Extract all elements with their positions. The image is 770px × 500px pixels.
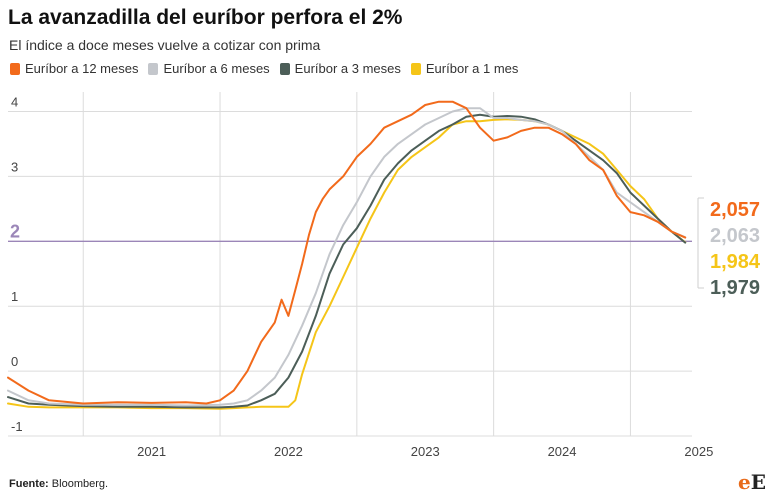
end-value-label-6m: 2,063 (710, 225, 760, 247)
source-label: Fuente: (9, 478, 49, 490)
source-note: Fuente: Bloomberg. (9, 478, 108, 490)
reference-line-label: 2 (10, 221, 20, 241)
legend-swatch-1m (410, 62, 421, 75)
end-value-label-3m: 1,979 (710, 277, 760, 299)
y-tick-label: -1 (11, 419, 23, 434)
end-value-label-1m: 1,984 (710, 251, 761, 273)
series-line-12m (7, 100, 687, 405)
y-tick-label: 0 (11, 354, 18, 369)
x-tick-label: 2023 (411, 444, 440, 459)
legend-swatch-6m (148, 62, 159, 75)
y-tick-label: 3 (11, 159, 18, 174)
reference-layer: 2 (8, 221, 692, 242)
legend-swatch-3m (279, 62, 290, 75)
series-line-1m (7, 118, 687, 410)
legend-item-12m: Euríbor a 12 meses (10, 61, 138, 76)
legend-item-3m: Euríbor a 3 meses (279, 61, 401, 76)
legend-item-1m: Euríbor a 1 mes (410, 61, 519, 76)
y-tick-label: 1 (11, 289, 18, 304)
x-tick-label: 2022 (274, 444, 303, 459)
axis-layer: -1 0 1 3 4 2021 2022 2023 2024 2025 (11, 94, 713, 459)
legend-label-3m: Euríbor a 3 meses (294, 61, 401, 76)
legend-item-6m: Euríbor a 6 meses (148, 61, 270, 76)
x-tick-label: 2025 (684, 444, 713, 459)
series-line-6m (7, 107, 687, 407)
chart-legend: Euríbor a 12 meses Euríbor a 6 meses Eur… (10, 61, 518, 76)
chart-subtitle: El índice a doce meses vuelve a cotizar … (9, 37, 321, 53)
series-layer (7, 100, 687, 410)
x-tick-label: 2024 (548, 444, 577, 459)
end-value-label-12m: 2,057 (710, 199, 760, 221)
logo-letter-e: e (738, 470, 751, 494)
logo-letter-E: E (750, 470, 766, 494)
chart-title: La avanzadilla del euríbor perfora el 2% (8, 6, 403, 29)
end-label-layer: 2,057 2,063 1,984 1,979 (697, 197, 761, 299)
series-line-3m (7, 113, 687, 409)
brand-logo: eE (738, 470, 766, 494)
grid-layer (8, 92, 692, 437)
legend-swatch-12m (10, 62, 20, 75)
y-tick-label: 4 (11, 94, 18, 109)
legend-label-6m: Euríbor a 6 meses (163, 61, 270, 76)
legend-label-12m: Euríbor a 12 meses (25, 61, 139, 76)
x-tick-label: 2021 (137, 444, 166, 459)
legend-label-1m: Euríbor a 1 mes (425, 61, 519, 76)
source-value: Bloomberg. (51, 478, 109, 490)
